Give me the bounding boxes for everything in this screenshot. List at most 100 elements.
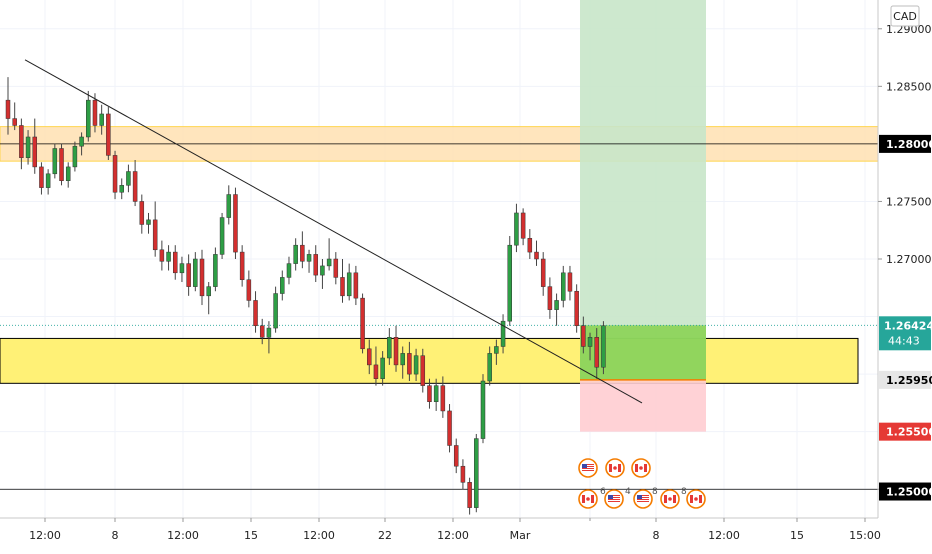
candle[interactable] (226, 185, 232, 225)
candle[interactable] (467, 477, 472, 515)
candle[interactable] (320, 259, 325, 289)
candle[interactable] (420, 348, 426, 393)
candle[interactable] (594, 328, 599, 379)
candle[interactable] (333, 252, 339, 285)
candle[interactable] (433, 378, 439, 411)
candle[interactable] (32, 118, 38, 174)
bottom-price-tag[interactable] (879, 482, 931, 501)
candle[interactable] (427, 378, 432, 409)
support-zone[interactable] (0, 337, 859, 384)
candle[interactable] (233, 187, 238, 259)
candle[interactable] (447, 404, 452, 453)
candle[interactable] (286, 256, 292, 285)
candle[interactable] (367, 339, 372, 375)
candle[interactable] (587, 332, 593, 361)
candle[interactable] (45, 169, 51, 195)
candle[interactable] (306, 249, 312, 273)
canada-flag-event-icon[interactable] (605, 458, 625, 478)
candle[interactable] (159, 240, 165, 271)
candle[interactable] (500, 314, 506, 354)
current-price-tag[interactable] (879, 316, 931, 351)
candle[interactable] (407, 341, 412, 382)
candle[interactable] (199, 249, 205, 306)
us-flag-event-icon[interactable] (633, 489, 653, 509)
candle[interactable] (186, 254, 191, 296)
take-profit-zone[interactable] (580, 0, 706, 380)
candle[interactable] (72, 141, 78, 172)
candle[interactable] (387, 328, 392, 365)
candle[interactable] (440, 376, 446, 418)
us-flag-event-icon[interactable] (578, 458, 598, 478)
candle[interactable] (567, 265, 573, 301)
candle[interactable] (313, 245, 318, 283)
candle[interactable] (547, 277, 553, 319)
candle[interactable] (453, 438, 459, 474)
resistance-price-tag[interactable] (879, 134, 931, 153)
candle[interactable] (487, 346, 492, 386)
candle[interactable] (259, 318, 265, 345)
candle[interactable] (534, 240, 539, 266)
candle[interactable] (246, 270, 252, 308)
candle[interactable] (480, 374, 486, 444)
candle[interactable] (239, 245, 245, 287)
candle[interactable] (5, 77, 11, 135)
candle[interactable] (79, 132, 84, 156)
candle[interactable] (514, 203, 519, 253)
candle[interactable] (293, 238, 298, 271)
candle[interactable] (132, 160, 138, 207)
candle[interactable] (300, 231, 305, 269)
candle[interactable] (266, 321, 272, 354)
candle[interactable] (373, 346, 379, 386)
candle[interactable] (253, 291, 258, 333)
price-axis[interactable] (878, 0, 932, 550)
candle[interactable] (601, 321, 606, 375)
candle[interactable] (39, 162, 44, 195)
stop-loss-zone[interactable] (580, 379, 706, 432)
candle[interactable] (574, 284, 579, 333)
candle[interactable] (12, 102, 17, 131)
canada-flag-event-icon[interactable] (660, 489, 680, 509)
candle[interactable] (520, 208, 526, 246)
candle[interactable] (554, 293, 559, 326)
time-axis[interactable] (0, 518, 932, 550)
candle[interactable] (99, 104, 104, 135)
candle[interactable] (561, 265, 566, 308)
candle[interactable] (400, 346, 405, 379)
stop-price-tag[interactable] (879, 422, 931, 441)
candle[interactable] (19, 118, 24, 170)
candle[interactable] (494, 339, 499, 365)
candle[interactable] (474, 433, 479, 513)
candle[interactable] (92, 93, 98, 133)
entry-price-tag[interactable] (879, 370, 931, 389)
candle[interactable] (59, 143, 64, 186)
candle[interactable] (219, 212, 225, 259)
candle[interactable] (353, 265, 359, 306)
candle[interactable] (540, 252, 546, 296)
candle[interactable] (273, 286, 278, 333)
candle[interactable] (393, 325, 399, 372)
candle[interactable] (360, 293, 365, 354)
candle[interactable] (581, 316, 586, 354)
candle[interactable] (112, 150, 118, 200)
candle[interactable] (507, 235, 512, 326)
canada-flag-event-icon[interactable] (578, 489, 598, 509)
candle[interactable] (206, 282, 211, 315)
canada-flag-event-icon[interactable] (686, 489, 706, 509)
candle[interactable] (173, 245, 178, 280)
candle[interactable] (460, 459, 466, 490)
candle[interactable] (527, 229, 533, 259)
candle[interactable] (25, 130, 31, 165)
candle[interactable] (280, 270, 285, 301)
candle[interactable] (126, 164, 131, 193)
us-flag-event-icon[interactable] (604, 489, 624, 509)
canada-flag-event-icon[interactable] (631, 458, 651, 478)
candle[interactable] (193, 252, 198, 292)
currency-badge[interactable] (890, 5, 920, 27)
candle[interactable] (380, 351, 385, 386)
candle[interactable] (179, 256, 185, 283)
candle[interactable] (326, 238, 332, 271)
candle[interactable] (139, 194, 145, 234)
candle[interactable] (65, 162, 71, 188)
candle[interactable] (340, 259, 345, 303)
